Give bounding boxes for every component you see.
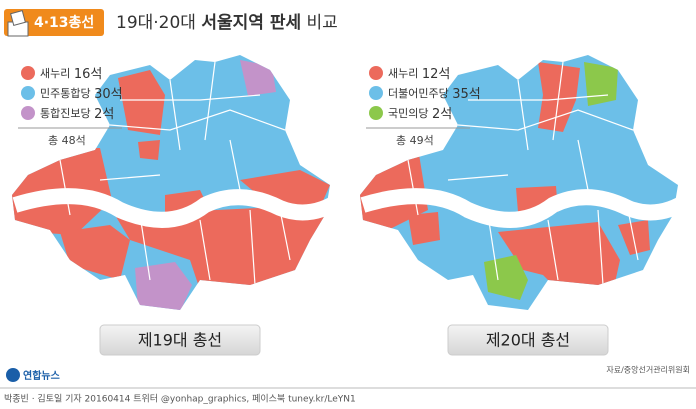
logo: 연합뉴스	[23, 369, 60, 382]
legend-swatch	[369, 66, 383, 80]
legend-item: 새누리 16석	[40, 67, 102, 82]
district	[118, 70, 165, 135]
title: 19대·20대 서울지역 판세 비교	[116, 13, 338, 33]
legend-seats: 2석	[432, 107, 452, 122]
legend-item: 더불어민주당 35석	[388, 87, 481, 102]
map-label-box	[447, 324, 609, 356]
title-part: 19대·20대	[116, 13, 196, 33]
legend-party: 새누리	[40, 67, 70, 80]
legend-item: 국민의당 2석	[388, 107, 452, 122]
map-19	[12, 55, 345, 310]
legend-seats: 30석	[94, 87, 123, 102]
legend-party: 민주통합당	[40, 87, 91, 100]
legend-item: 민주통합당 30석	[40, 87, 123, 102]
logo-icon	[6, 368, 20, 382]
ballot-icon	[10, 10, 26, 26]
han-river	[12, 188, 345, 228]
legend-party: 통합진보당	[40, 107, 91, 120]
legend-item: 새누리 12석	[388, 67, 450, 82]
title-part: 서울지역 판세	[201, 13, 301, 33]
legend-seats: 35석	[452, 87, 481, 102]
title-part: 비교	[307, 13, 338, 33]
legend-party: 새누리	[388, 67, 418, 80]
district	[584, 62, 618, 106]
legend-party: 국민의당	[388, 107, 428, 120]
legend-swatch	[369, 106, 383, 120]
legend-item: 통합진보당 2석	[40, 107, 114, 122]
district	[408, 212, 440, 245]
legend-swatch	[369, 86, 383, 100]
legend-swatch	[21, 66, 35, 80]
han-river	[360, 188, 693, 228]
district	[138, 140, 160, 160]
district-lines	[59, 61, 291, 286]
district-lines	[407, 61, 639, 286]
district	[240, 170, 330, 212]
legend-party: 더불어민주당	[388, 87, 449, 100]
district	[240, 60, 276, 96]
legend-seats: 12석	[422, 67, 451, 82]
map-label: 제19대 총선	[138, 331, 222, 350]
legend-total: 총 48석	[48, 134, 86, 147]
legend-total: 총 49석	[396, 134, 434, 147]
badge-text: 4·13총선	[34, 15, 94, 31]
district	[484, 255, 528, 300]
badge	[4, 9, 104, 36]
map-label: 제20대 총선	[486, 331, 570, 350]
map-label-box	[99, 324, 261, 356]
legend-swatch	[21, 106, 35, 120]
legend-seats: 2석	[94, 107, 114, 122]
legend-seats: 16석	[74, 67, 103, 82]
footer: 박종빈 · 김토일 기자 20160414 트위터 @yonhap_graphi…	[4, 393, 356, 405]
source: 자료/중앙선거관리위원회	[606, 365, 690, 375]
legend-swatch	[21, 86, 35, 100]
